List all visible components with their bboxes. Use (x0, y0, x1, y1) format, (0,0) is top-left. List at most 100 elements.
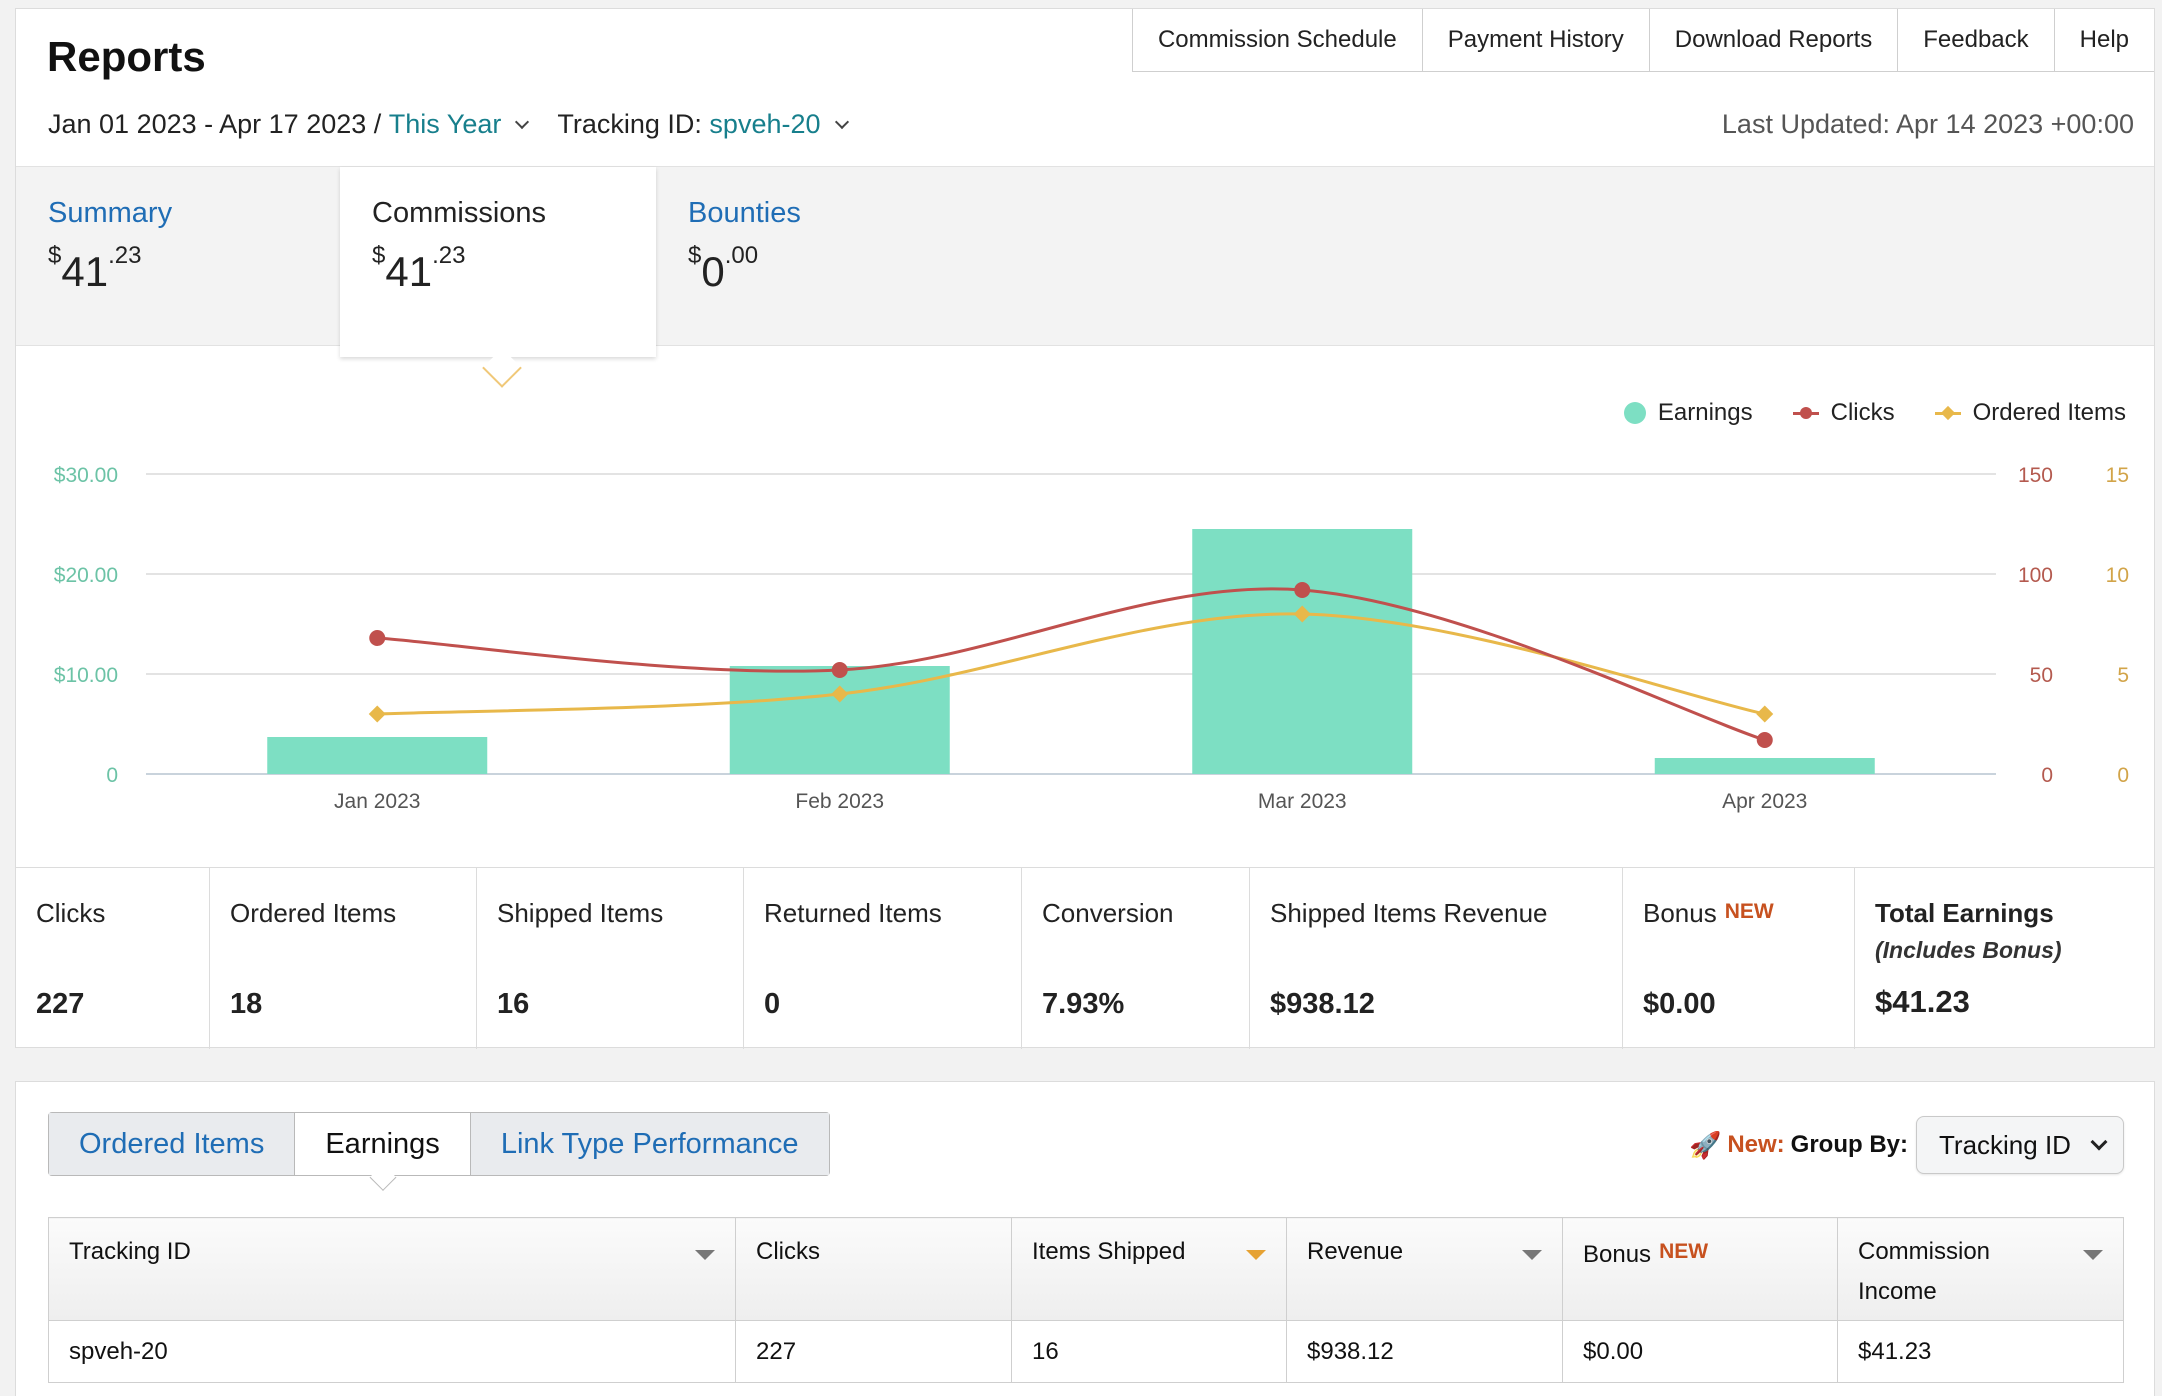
kpi-value: $41.23 (1875, 984, 1970, 1019)
download-reports-button[interactable]: Download Reports (1649, 9, 1899, 71)
legend-earnings[interactable]: Earnings (1623, 399, 1753, 427)
tab-bounties-label[interactable]: Bounties (688, 197, 801, 229)
kpi-label: Conversion (1042, 898, 1174, 928)
tab-commissions[interactable]: Commissions $41.23 (340, 167, 656, 357)
feedback-button[interactable]: Feedback (1898, 9, 2055, 71)
column-header-clicks[interactable]: Clicks (735, 1217, 1012, 1321)
y-tick-label-earnings: $30.00 (54, 464, 118, 487)
tab-earnings[interactable]: Earnings (295, 1113, 471, 1175)
kpi-value: 227 (36, 988, 85, 1020)
kpi-shipped-items-revenue: Shipped Items Revenue $938.12 (1250, 868, 1623, 1049)
earnings-dot-icon (1623, 402, 1646, 424)
y-tick-label-earnings: $20.00 (54, 564, 118, 587)
table-cell: $41.23 (1837, 1320, 2124, 1383)
kpi-value: 0 (764, 988, 781, 1020)
tab-bounties[interactable]: Bounties $0.00 (656, 167, 972, 347)
sort-arrow-icon[interactable] (1522, 1250, 1542, 1260)
y-tick-label-clicks: 100 (2018, 564, 2053, 587)
period-dropdown[interactable]: This Year (388, 109, 502, 139)
y-tick-label-ordered-items: 5 (2117, 664, 2129, 687)
table-row: spveh-20 227 16 $938.12 $0.00 $41.23 (48, 1320, 2124, 1383)
y-tick-label-ordered-items: 0 (2117, 764, 2129, 787)
ordered-items-point (831, 685, 849, 703)
kpi-value: 18 (230, 988, 263, 1020)
tracking-id-link[interactable]: spveh-20 (48, 1320, 736, 1383)
legend-earnings-label: Earnings (1657, 399, 1753, 426)
kpi-label: Clicks (36, 898, 106, 928)
rocket-icon: 🚀 (1688, 1129, 1722, 1160)
kpi-value: 16 (497, 988, 530, 1020)
commissions-amount: $41.23 (372, 242, 466, 295)
sort-arrow-icon[interactable] (2083, 1250, 2103, 1260)
tab-commissions-label: Commissions (372, 197, 547, 229)
legend-clicks[interactable]: Clicks (1792, 399, 1895, 427)
tab-ordered-items[interactable]: Ordered Items (49, 1113, 296, 1175)
kpi-conversion: Conversion 7.93% (1022, 868, 1250, 1049)
earnings-chart: 0 0 0 $10.00 50 5 $20.00 100 10 $30.00 150 15 Jan 20… (54, 464, 2129, 813)
report-table-panel: Ordered Items Earnings Link Type Perform… (15, 1081, 2155, 1396)
group-by-value: Tracking ID (1939, 1129, 2071, 1160)
clicks-point (1756, 732, 1773, 748)
legend-ordered-items[interactable]: Ordered Items (1934, 399, 2126, 427)
help-button[interactable]: Help (2054, 9, 2154, 71)
column-header-tracking-id[interactable]: Tracking ID (48, 1217, 736, 1321)
group-by-control: 🚀 New: Group By: Tracking ID (1689, 1116, 2124, 1174)
tab-link-type-performance[interactable]: Link Type Performance (470, 1113, 829, 1175)
new-label: New: (1727, 1131, 1785, 1158)
y-tick-label-ordered-items: 10 (2106, 564, 2129, 587)
kpi-row: Clicks 227 Ordered Items 18 Shipped Item… (16, 867, 2154, 1049)
report-type-tabs: Ordered Items Earnings Link Type Perform… (48, 1112, 830, 1176)
sort-arrow-icon[interactable] (695, 1250, 715, 1260)
page-title: Reports (47, 33, 206, 80)
column-header-revenue[interactable]: Revenue (1286, 1217, 1563, 1321)
kpi-label: Ordered Items (230, 898, 397, 928)
y-tick-label-clicks: 0 (2041, 764, 2053, 787)
column-header-bonus[interactable]: Bonus NEW (1562, 1217, 1838, 1321)
kpi-sublabel: (Includes Bonus) (1875, 937, 2062, 963)
earnings-bar (267, 737, 488, 774)
report-summary-panel: Reports Commission Schedule Payment Hist… (15, 8, 2155, 1049)
y-tick-label-earnings: 0 (106, 764, 118, 787)
chevron-down-icon[interactable] (515, 114, 530, 129)
kpi-label: Returned Items (764, 898, 942, 928)
y-tick-label-clicks: 50 (2030, 664, 2053, 687)
kpi-value: 7.93% (1042, 988, 1125, 1020)
payment-history-button[interactable]: Payment History (1422, 9, 1650, 71)
clicks-point (1294, 582, 1311, 598)
x-tick-label: Feb 2023 (795, 790, 884, 813)
legend-ordered-items-label: Ordered Items (1972, 399, 2126, 426)
kpi-returned-items: Returned Items 0 (744, 868, 1022, 1049)
summary-amount: $41.23 (48, 242, 142, 295)
kpi-label: Shipped Items Revenue (1270, 898, 1548, 928)
chevron-down-icon[interactable] (834, 114, 849, 129)
column-header-items-shipped[interactable]: Items Shipped (1011, 1217, 1287, 1321)
chart-legend: Earnings Clicks Ordered Items (1584, 399, 2126, 427)
clicks-line (377, 587, 1766, 742)
clicks-line-icon (1792, 406, 1819, 419)
stat-tabs: Summary $41.23 Commissions $41.23 Bounti… (16, 166, 2154, 357)
table-cell: 227 (735, 1320, 1012, 1383)
kpi-label: Shipped Items (497, 898, 664, 928)
y-tick-label-clicks: 150 (2018, 464, 2053, 487)
new-badge: NEW (1724, 900, 1774, 923)
table-cell: $0.00 (1562, 1320, 1838, 1383)
kpi-label: Total Earnings (1875, 898, 2054, 928)
group-by-select[interactable]: Tracking ID (1916, 1116, 2124, 1174)
column-header-commission-income[interactable]: Commission Income (1837, 1217, 2124, 1321)
tab-summary-label[interactable]: Summary (48, 197, 173, 229)
kpi-value: $938.12 (1270, 988, 1375, 1020)
filter-bar: Jan 01 2023 - Apr 17 2023 / This Year Tr… (48, 109, 877, 140)
tracking-id-dropdown[interactable]: spveh-20 (709, 109, 821, 139)
ordered-items-diamond-icon (1934, 411, 1961, 415)
kpi-bonus: Bonus NEW $0.00 (1623, 868, 1855, 1049)
kpi-ordered-items: Ordered Items 18 (210, 868, 477, 1049)
clicks-point (831, 662, 848, 678)
commission-schedule-button[interactable]: Commission Schedule (1132, 9, 1423, 71)
table-cell: 16 (1011, 1320, 1287, 1383)
earnings-table: Tracking ID Clicks Items Shipped Revenue… (48, 1217, 2124, 1383)
sort-arrow-icon[interactable] (1246, 1250, 1266, 1260)
tab-summary[interactable]: Summary $41.23 (16, 167, 340, 347)
date-range-label: Jan 01 2023 - Apr 17 2023 (48, 109, 367, 139)
kpi-total-earnings: Total Earnings (Includes Bonus) $41.23 (1855, 868, 2154, 1049)
x-tick-label: Jan 2023 (334, 790, 420, 813)
